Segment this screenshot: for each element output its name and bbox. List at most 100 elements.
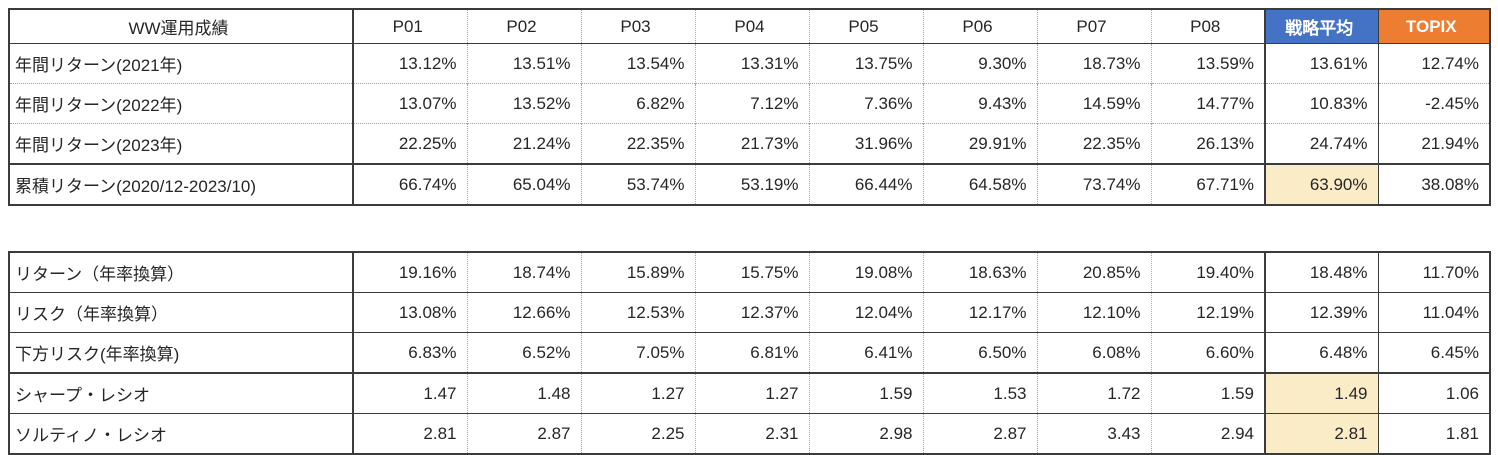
row-label: ソルティノ・レシオ <box>9 413 354 454</box>
table-cell: 2.31 <box>694 413 809 454</box>
table-row: ソルティノ・レシオ 2.81 2.87 2.25 2.31 2.98 2.87 3.43 2.9… <box>9 413 1490 454</box>
table-cell: 13.75% <box>808 43 923 84</box>
table-row: 累積リターン(2020/12-2023/10) 66.74% 65.04% 53.74… <box>9 163 1490 205</box>
table-title: WW運用成績 <box>9 9 354 44</box>
column-header-topix: TOPIX <box>1377 9 1490 44</box>
table-cell: 9.43% <box>922 83 1037 124</box>
table-cell: 12.39% <box>1264 292 1378 333</box>
table-cell: 1.47 <box>353 372 467 414</box>
table-cell: 67.71% <box>1150 163 1265 205</box>
column-header-p03: P03 <box>580 9 695 44</box>
table-cell: 6.41% <box>808 332 923 373</box>
table-cell: 38.08% <box>1377 163 1490 205</box>
table-row: リターン（年率換算） 19.16% 18.74% 15.89% 15.75% 19.08%… <box>9 252 1490 293</box>
column-header-p06: P06 <box>922 9 1037 44</box>
table-cell: 12.17% <box>922 292 1037 333</box>
table-cell: 19.16% <box>398 262 457 282</box>
table-cell: 12.04% <box>808 292 923 333</box>
row-label: シャープ・レシオ <box>9 372 354 414</box>
table-cell: 6.08% <box>1036 332 1151 373</box>
table-cell: 13.31% <box>694 43 809 84</box>
table-cell: 22.25% <box>353 123 467 164</box>
table-cell: 1.72 <box>1036 372 1151 414</box>
table-cell: 13.07% <box>353 83 467 124</box>
table-cell: 6.45% <box>1377 332 1490 373</box>
table-cell: 21.94% <box>1377 123 1490 164</box>
table-cell: 6.50% <box>922 332 1037 373</box>
header-row: WW運用成績 P01 P02 P03 P04 P05 P06 P07 P08 戦略平均 TOPIX <box>9 9 1490 44</box>
table-row: 下方リスク(年率換算) 6.83% 6.52% 7.05% 6.81% 6.41% 6.50… <box>9 332 1490 373</box>
row-label: 年間リターン(2022年) <box>9 83 354 124</box>
table-cell: 1.81 <box>1377 413 1490 454</box>
table-cell: 7.05% <box>580 332 695 373</box>
table-cell: 73.74% <box>1036 163 1151 205</box>
table-cell: 2.25 <box>580 413 695 454</box>
table-cell: 18.73% <box>1036 43 1151 84</box>
table-cell: 7.36% <box>808 83 923 124</box>
table-cell: 13.54% <box>580 43 695 84</box>
table-cell: 1.59 <box>808 372 923 414</box>
table-cell: 22.35% <box>580 123 695 164</box>
column-header-p05: P05 <box>808 9 923 44</box>
table-cell: 64.58% <box>922 163 1037 205</box>
table-cell: 6.82% <box>580 83 695 124</box>
table-cell: 2.81 <box>1264 413 1378 454</box>
table-cell: 1.27 <box>580 372 695 414</box>
table-cell: 2.98 <box>808 413 923 454</box>
row-label: 下方リスク(年率換算) <box>9 332 354 373</box>
table-row: 年間リターン(2023年) 22.25% 21.24% 22.35% 21.73% 31.… <box>9 123 1490 164</box>
row-label: 累積リターン(2020/12-2023/10) <box>9 163 354 205</box>
table-cell: 1.06 <box>1377 372 1490 414</box>
table-cell: 21.24% <box>466 123 581 164</box>
table-cell: -2.45% <box>1377 83 1490 124</box>
table-cell: 29.91% <box>922 123 1037 164</box>
table-cell: 12.53% <box>580 292 695 333</box>
table-cell: 18.63% <box>922 252 1037 293</box>
performance-tables: WW運用成績 P01 P02 P03 P04 P05 P06 P07 P08 戦略平均 TOPIX 年… <box>8 8 1491 455</box>
table-cell: 18.48% <box>1264 252 1378 293</box>
row-label: 年間リターン(2023年) <box>9 123 354 164</box>
table-cell: 15.89% <box>580 252 695 293</box>
table-cell: 12.19% <box>1150 292 1265 333</box>
risk-metrics-table: リターン（年率換算） 19.16% 18.74% 15.89% 15.75% 19.08%… <box>8 251 1491 455</box>
table-cell: 53.74% <box>580 163 695 205</box>
table-cell: 6.83% <box>353 332 467 373</box>
table-cell: 21.73% <box>694 123 809 164</box>
column-header-p08: P08 <box>1150 9 1265 44</box>
table-cell: 53.19% <box>694 163 809 205</box>
table-cell: 18.74% <box>466 252 581 293</box>
table-cell: 12.74% <box>1377 43 1490 84</box>
table-cell: 6.60% <box>1150 332 1265 373</box>
table-cell: 13.12% <box>398 53 457 73</box>
table-cell: 26.13% <box>1150 123 1265 164</box>
table-cell: 24.74% <box>1264 123 1378 164</box>
table-row: リスク（年率換算） 13.08% 12.66% 12.53% 12.37% 12.04% 1… <box>9 292 1490 333</box>
table-cell: 2.94 <box>1150 413 1265 454</box>
row-label: リターン（年率換算） <box>9 252 354 293</box>
table-cell: 1.48 <box>466 372 581 414</box>
table-cell: 66.44% <box>808 163 923 205</box>
table-cell: 7.12% <box>694 83 809 124</box>
table-cell: 13.61% <box>1264 43 1378 84</box>
table-cell: 11.04% <box>1377 292 1490 333</box>
table-cell: 12.10% <box>1036 292 1151 333</box>
annual-returns-table: WW運用成績 P01 P02 P03 P04 P05 P06 P07 P08 戦略平均 TOPIX 年… <box>8 8 1491 206</box>
column-header-p04: P04 <box>694 9 809 44</box>
table-cell: 19.40% <box>1150 252 1265 293</box>
table-row: 年間リターン(2022年) 13.07% 13.52% 6.82% 7.12% 7.36%… <box>9 83 1490 124</box>
table-cell: 11.70% <box>1377 252 1490 293</box>
column-header-p01: P01 <box>353 9 467 44</box>
table-cell: 13.59% <box>1150 43 1265 84</box>
table-cell: 65.04% <box>466 163 581 205</box>
table-cell: 13.52% <box>466 83 581 124</box>
table-cell: 19.08% <box>808 252 923 293</box>
table-cell: 12.66% <box>466 292 581 333</box>
table-cell: 10.83% <box>1264 83 1378 124</box>
table-cell: 6.81% <box>694 332 809 373</box>
table-cell: 14.77% <box>1150 83 1265 124</box>
table-cell: 1.49 <box>1264 372 1378 414</box>
table-cell: 66.74% <box>353 163 467 205</box>
table-cell: 2.87 <box>922 413 1037 454</box>
table-cell: 13.51% <box>466 43 581 84</box>
